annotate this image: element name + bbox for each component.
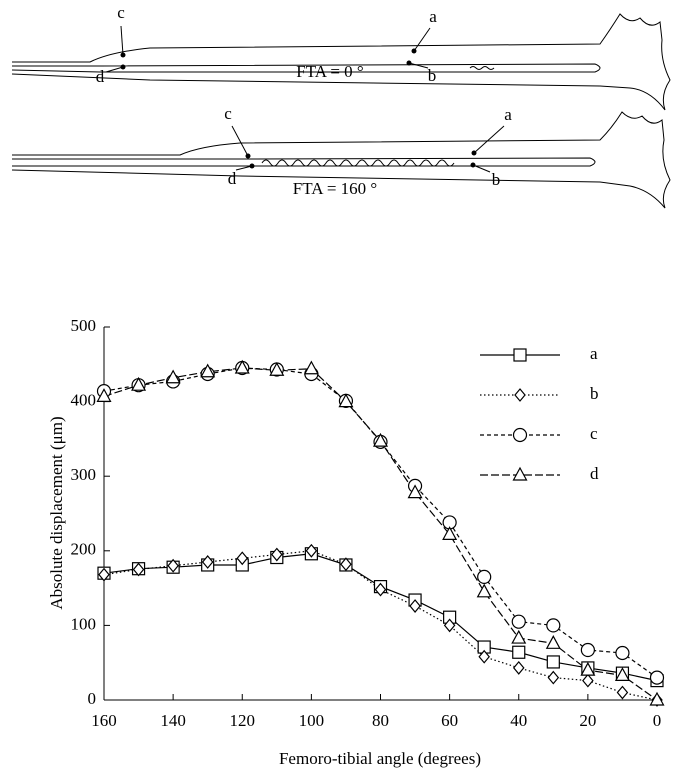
marker <box>476 583 492 598</box>
series-line <box>103 553 658 682</box>
marker <box>478 649 490 664</box>
marker <box>200 363 216 378</box>
x-tick-label: 20 <box>579 711 596 730</box>
marker <box>546 655 560 669</box>
y-tick-label: 500 <box>71 316 97 335</box>
caption: FTA = 160 ° <box>293 179 377 198</box>
x-tick-label: 120 <box>230 711 256 730</box>
marker <box>234 359 250 374</box>
rod <box>12 157 596 167</box>
x-tick-label: 80 <box>372 711 389 730</box>
marker <box>615 645 630 661</box>
legend-label: b <box>590 384 599 403</box>
point-label: c <box>224 104 232 123</box>
marker <box>580 642 595 658</box>
marker <box>547 670 560 685</box>
marker <box>512 645 526 659</box>
point-label: d <box>228 169 237 188</box>
marker <box>165 369 181 384</box>
point-label: b <box>428 66 437 85</box>
marker <box>303 360 319 375</box>
marker <box>511 629 527 644</box>
point-label: b <box>492 170 501 189</box>
y-axis-label: Absolute displacement (μm) <box>47 416 66 609</box>
marker <box>338 393 354 408</box>
bone-outline <box>11 111 671 209</box>
leader <box>413 27 431 52</box>
leader <box>231 125 249 157</box>
marker <box>614 667 630 681</box>
point-label: a <box>429 7 437 26</box>
marker <box>374 582 387 597</box>
series-line <box>103 367 658 701</box>
marker <box>269 362 285 376</box>
marker <box>443 618 456 633</box>
series-line <box>103 550 658 701</box>
y-tick-label: 0 <box>88 689 97 708</box>
marker <box>512 660 525 675</box>
marker <box>409 599 421 613</box>
leader <box>105 66 124 73</box>
marker <box>201 555 214 569</box>
x-tick-label: 160 <box>91 711 117 730</box>
x-tick-label: 60 <box>441 711 458 730</box>
legend-marker <box>512 466 528 481</box>
marker <box>649 691 665 706</box>
marker <box>511 614 526 629</box>
leader <box>472 164 491 173</box>
marker <box>582 673 594 688</box>
marker <box>340 557 352 572</box>
leader <box>473 125 505 154</box>
marker <box>649 670 665 685</box>
diagram: c a d b FTA = 0 ° c a d b FTA = 160 ° <box>11 3 671 209</box>
marker <box>442 526 458 540</box>
y-tick-label: 100 <box>71 614 97 633</box>
leader <box>408 62 429 69</box>
caption: FTA = 0 ° <box>296 62 363 81</box>
wave <box>469 66 495 70</box>
point-label: d <box>96 67 105 86</box>
legend-marker <box>512 427 528 443</box>
legend-marker <box>514 388 526 402</box>
y-tick-label: 200 <box>71 540 97 559</box>
marker <box>131 376 147 391</box>
marker <box>132 562 145 577</box>
x-axis-label: Femoro-tibial angle (degrees) <box>279 749 481 768</box>
x-tick-label: 0 <box>653 711 662 730</box>
marker <box>167 558 179 573</box>
marker <box>98 567 110 582</box>
rod <box>11 63 601 73</box>
leader <box>235 165 253 171</box>
marker <box>372 432 389 447</box>
marker <box>616 685 629 700</box>
x-tick-label: 100 <box>299 711 325 730</box>
x-tick-label: 40 <box>510 711 527 730</box>
legend-label: d <box>590 464 599 483</box>
bone-outline <box>11 13 671 111</box>
marker <box>407 484 423 499</box>
y-tick-label: 300 <box>71 465 97 484</box>
series-line <box>103 367 658 679</box>
marker <box>96 388 112 402</box>
marker <box>236 551 249 566</box>
legend-marker <box>513 348 527 362</box>
chart: Femoro-tibial angle (degrees) Absolute d… <box>47 316 665 768</box>
marker <box>477 569 492 585</box>
marker <box>580 661 596 676</box>
legend-label: c <box>590 424 598 443</box>
leader <box>120 25 124 56</box>
y-tick-label: 400 <box>71 391 97 410</box>
legend-label: a <box>590 344 598 363</box>
marker <box>271 547 283 562</box>
marker <box>546 618 561 633</box>
x-tick-label: 140 <box>160 711 186 730</box>
marker <box>545 635 561 649</box>
point-label: c <box>117 3 125 22</box>
point-label: a <box>504 105 512 124</box>
marker <box>305 543 318 558</box>
wave <box>261 159 455 167</box>
